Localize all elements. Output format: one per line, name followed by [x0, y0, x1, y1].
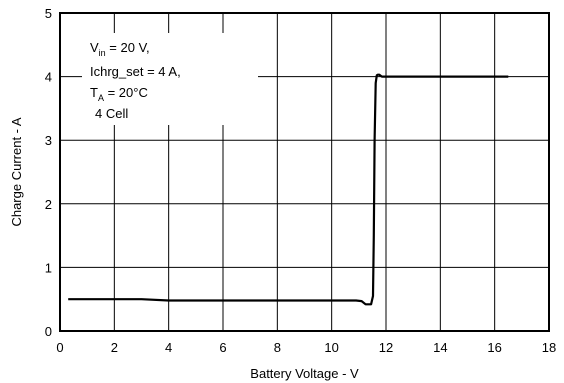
series: [68, 73, 509, 306]
x-tick-label: 2: [111, 340, 118, 355]
x-tick-label: 16: [487, 340, 501, 355]
x-axis-label: Battery Voltage - V: [250, 366, 359, 381]
x-tick-label: 10: [324, 340, 338, 355]
x-tick-label: 14: [433, 340, 447, 355]
y-tick-label: 4: [45, 70, 52, 85]
x-tick-label: 4: [165, 340, 172, 355]
plot-frame: [59, 12, 550, 332]
x-tick-label: 0: [56, 340, 63, 355]
x-tick-label: 6: [219, 340, 226, 355]
annotation-cell: 4 Cell: [95, 106, 128, 121]
annotation-vin: Vin = 20 V,: [90, 40, 150, 58]
y-tick-label: 1: [45, 260, 52, 275]
annotation-ta: TA = 20°C: [90, 85, 148, 103]
y-tick-label: 0: [45, 324, 52, 339]
series-line: [68, 73, 509, 306]
x-tick-label: 12: [379, 340, 393, 355]
annotation-ichrg: Ichrg_set = 4 A,: [90, 64, 181, 79]
y-tick-label: 3: [45, 133, 52, 148]
y-tick-label: 2: [45, 197, 52, 212]
x-tick-label: 8: [274, 340, 281, 355]
y-axis-label: Charge Current - A: [9, 117, 24, 226]
y-tick-label: 5: [45, 6, 52, 21]
x-tick-label: 18: [542, 340, 556, 355]
annotation-background: [82, 33, 258, 125]
